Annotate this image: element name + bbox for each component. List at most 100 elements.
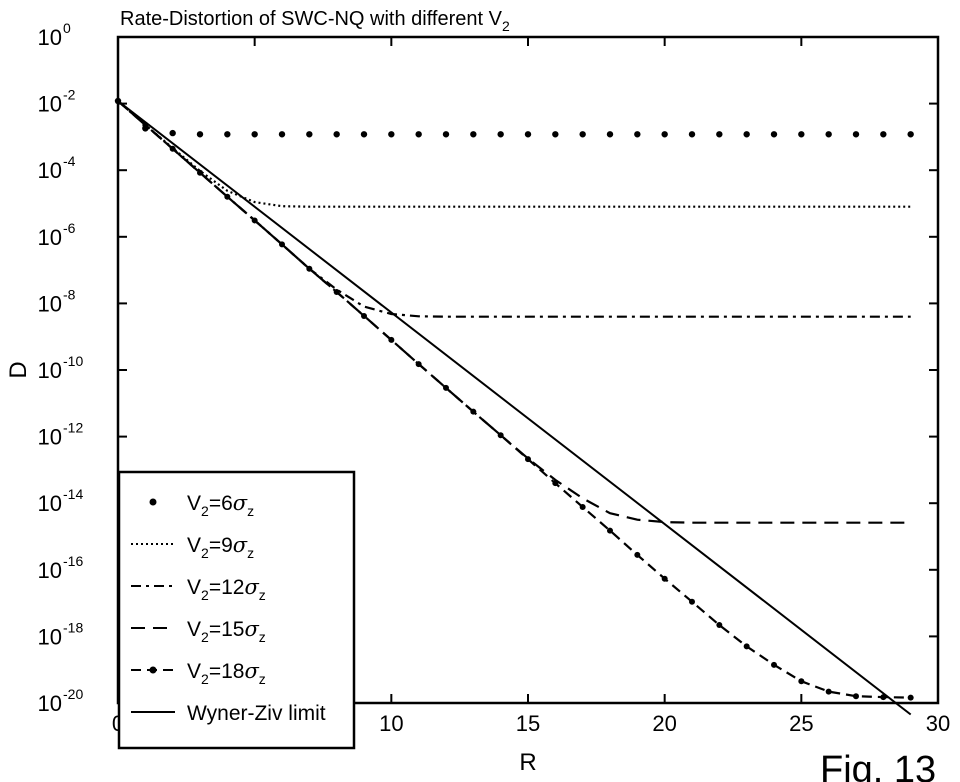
y-tick-exponent: -12	[63, 420, 83, 436]
y-tick-label: 10	[38, 558, 62, 583]
data-point	[333, 131, 340, 138]
legend-entry: Wyner-Ziv limit	[131, 702, 326, 725]
data-point	[825, 131, 832, 138]
y-tick-label: 10	[38, 25, 62, 50]
data-point	[716, 131, 723, 138]
data-point	[333, 288, 340, 295]
data-point	[251, 217, 258, 224]
data-point	[661, 575, 668, 582]
legend-box	[117, 470, 356, 750]
x-axis-ticks: 051015202530	[112, 37, 950, 736]
y-tick-exponent: -6	[63, 220, 76, 236]
figure-label: Fig. 13	[820, 749, 936, 782]
x-tick-label: 25	[789, 711, 813, 736]
series-line	[117, 100, 911, 318]
legend-label: Wyner-Ziv limit	[187, 702, 326, 725]
data-point	[689, 598, 695, 605]
data-point	[169, 145, 176, 152]
y-tick-label: 10	[38, 624, 62, 649]
legend-entry: V2=12σz	[131, 575, 266, 603]
y-tick-label: 10	[38, 691, 62, 716]
data-point	[771, 661, 777, 668]
legend-label: V2=12σz	[187, 575, 266, 603]
data-point	[197, 169, 203, 176]
data-point	[853, 693, 859, 700]
data-point	[770, 131, 778, 138]
legend-entry: V2=18σz	[131, 659, 266, 687]
data-point	[661, 131, 668, 138]
data-point	[497, 432, 504, 439]
series-2	[117, 100, 911, 318]
data-point	[388, 336, 395, 343]
series-line	[117, 100, 911, 524]
data-point	[224, 131, 231, 138]
data-point	[607, 527, 613, 534]
data-point	[852, 131, 860, 138]
legend-entry: V2=15σz	[131, 617, 266, 645]
data-point	[388, 131, 395, 138]
y-tick-label: 10	[38, 225, 62, 250]
y-tick-exponent: 0	[63, 20, 71, 36]
data-point	[743, 643, 750, 650]
data-point	[552, 480, 559, 487]
data-point	[279, 241, 285, 248]
data-point	[634, 131, 641, 138]
y-tick-label: 10	[38, 291, 62, 316]
legend-label: V2=9σz	[187, 533, 254, 561]
y-axis-label: D	[5, 361, 32, 378]
x-tick-label: 30	[926, 711, 950, 736]
x-axis-label: R	[519, 749, 536, 776]
y-tick-label: 10	[38, 358, 62, 383]
data-point	[278, 131, 286, 138]
y-tick-exponent: -16	[63, 553, 83, 569]
data-point	[415, 131, 422, 138]
data-point	[196, 131, 204, 138]
series-3	[117, 100, 911, 524]
data-point	[907, 694, 914, 701]
data-point	[470, 408, 477, 415]
data-point	[606, 131, 614, 138]
series-line	[117, 100, 911, 208]
x-tick-label: 15	[516, 711, 540, 736]
y-tick-exponent: -4	[63, 153, 76, 169]
data-point	[524, 131, 532, 138]
data-point	[361, 312, 367, 319]
series-line	[117, 100, 911, 699]
y-tick-label: 10	[38, 425, 62, 450]
y-tick-label: 10	[38, 158, 62, 183]
data-point	[798, 131, 805, 138]
legend: V2=6σz V2=9σz V2=12σz V2=15σz V2=18σz Wyner-Z…	[117, 470, 356, 750]
x-tick-label: 10	[379, 711, 403, 736]
data-point	[443, 384, 449, 391]
data-point	[552, 131, 559, 138]
y-tick-label: 10	[38, 92, 62, 117]
legend-entry: V2=6σz	[149, 491, 254, 519]
series-0	[114, 97, 914, 138]
y-tick-exponent: -20	[63, 686, 83, 702]
series-5	[117, 100, 912, 716]
data-point	[880, 131, 887, 138]
data-point	[716, 621, 723, 628]
data-point	[169, 129, 176, 137]
data-point	[306, 265, 313, 272]
chart-title-text: Rate-Distortion of SWC-NQ with different…	[120, 8, 510, 34]
data-point	[497, 131, 504, 138]
y-tick-exponent: -8	[63, 286, 76, 302]
data-series	[114, 97, 914, 716]
series-line	[117, 100, 912, 716]
data-point	[634, 551, 641, 558]
y-tick-exponent: -10	[63, 353, 83, 369]
data-point	[579, 131, 586, 138]
legend-entry: V2=9σz	[131, 533, 254, 561]
data-point	[442, 131, 450, 138]
x-tick-label: 20	[652, 711, 676, 736]
data-point	[251, 131, 258, 138]
y-tick-label: 10	[38, 491, 62, 516]
legend-label: V2=18σz	[187, 659, 266, 687]
chart-title: Rate-Distortion of SWC-NQ with different…	[120, 8, 510, 34]
y-tick-exponent: -2	[63, 87, 76, 103]
legend-label: V2=15σz	[187, 617, 266, 645]
data-point	[415, 361, 422, 368]
